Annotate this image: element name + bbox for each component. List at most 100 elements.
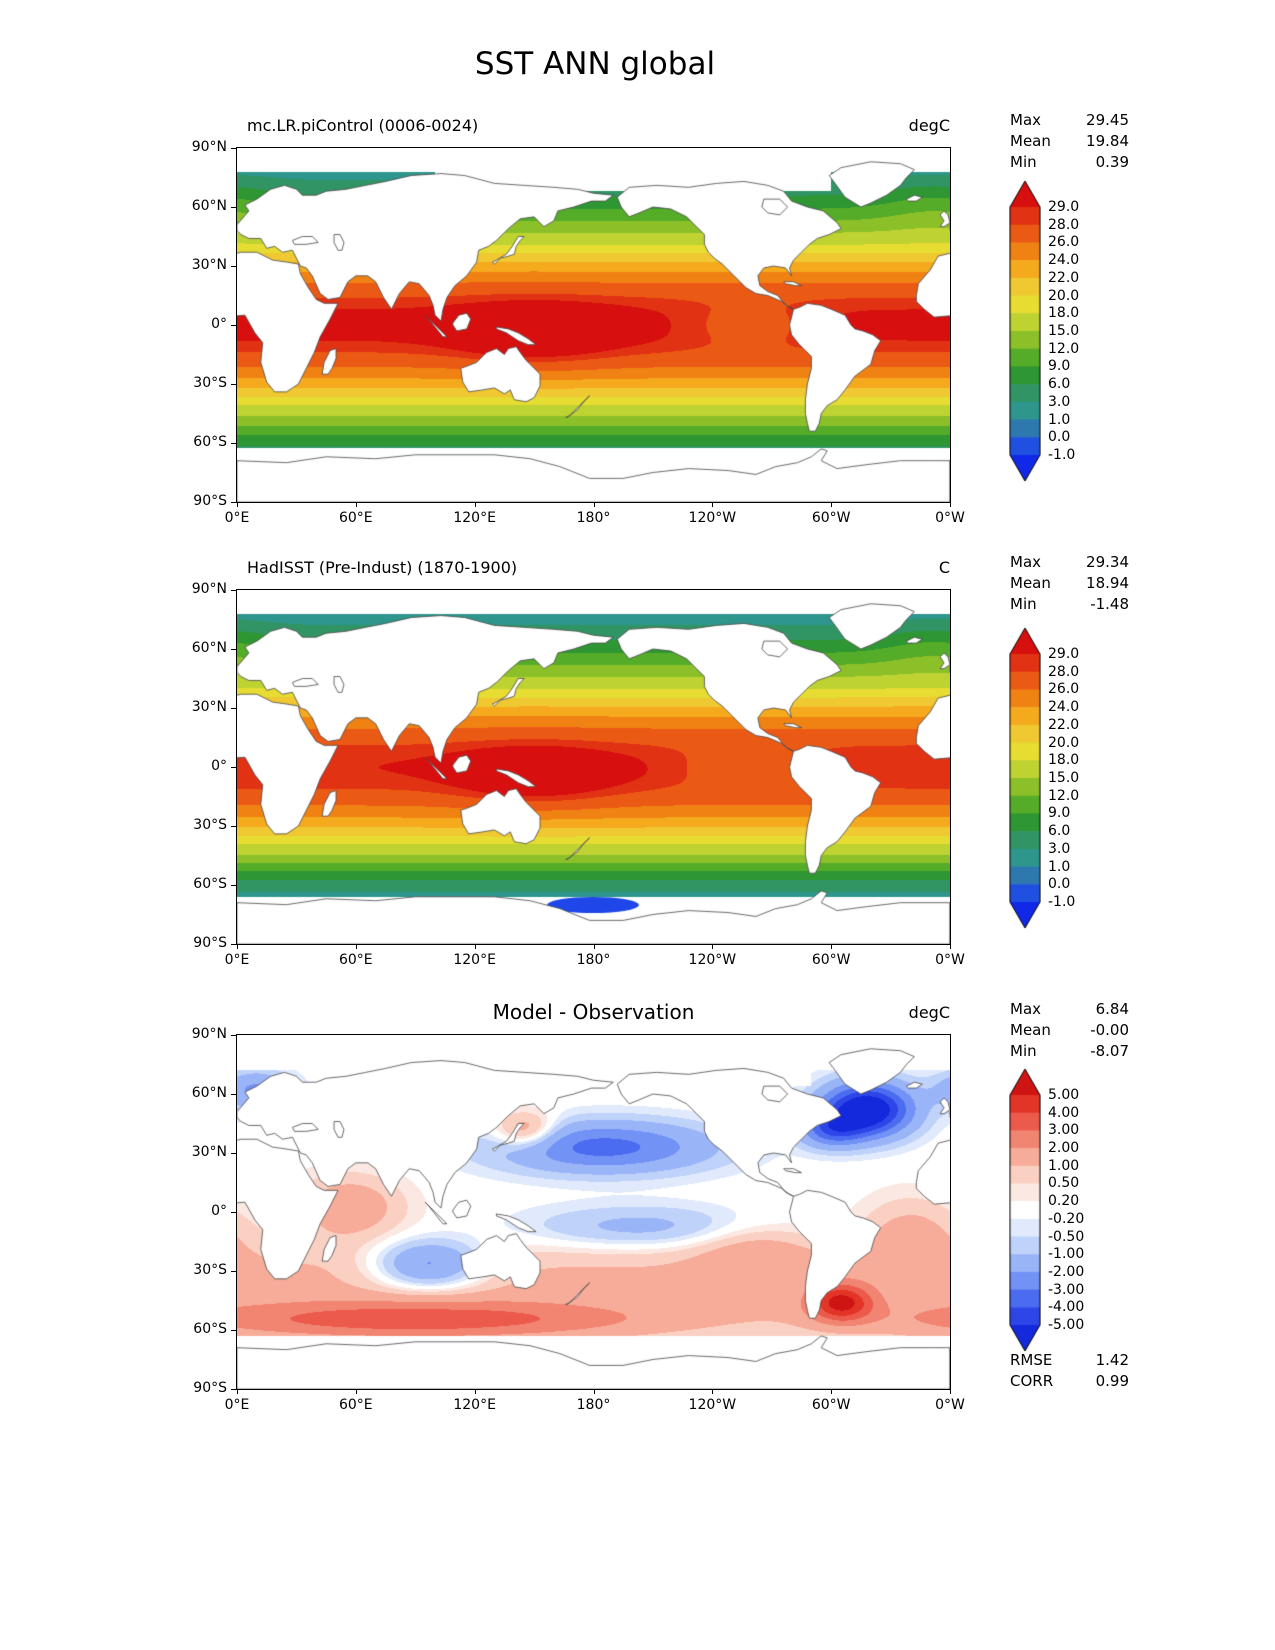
colorbar-tick-label: 15.0	[1048, 770, 1080, 786]
y-axis-tick	[231, 1330, 236, 1331]
x-tick-label: 60°W	[811, 952, 851, 968]
colorbar-tick-label: -1.00	[1048, 1246, 1085, 1263]
y-axis-tick	[231, 767, 236, 768]
y-axis-tick	[231, 649, 236, 650]
stat-value: 29.34	[1086, 553, 1129, 571]
colorbar-tick-label: 9.0	[1048, 805, 1071, 822]
x-axis-tick	[593, 945, 595, 949]
x-tick-label: 0°W	[935, 1397, 965, 1413]
colorbar-tick-label: 12.0	[1048, 787, 1080, 804]
x-tick-label: 120°W	[688, 952, 737, 968]
y-tick-label: 30°N	[191, 699, 227, 715]
colorbar-observation	[1009, 627, 1041, 929]
y-axis-tick	[231, 1389, 236, 1390]
y-axis-tick	[231, 443, 236, 444]
colorbar-tick-label: -0.50	[1048, 1228, 1085, 1245]
model-sst-map-canvas	[237, 148, 950, 502]
panel1-title: mc.LR.piControl (0006-0024)	[247, 116, 479, 135]
x-axis-tick	[474, 945, 476, 949]
x-tick-label: 120°E	[453, 952, 496, 968]
x-tick-label: 120°W	[688, 1397, 737, 1413]
colorbar-tick-label: -1.0	[1048, 894, 1076, 910]
stat-value: 1.42	[1095, 1351, 1129, 1369]
colorbar-tick-label: 24.0	[1048, 699, 1080, 716]
stat-value: 19.84	[1086, 132, 1129, 150]
colorbar-tick-label: 0.0	[1048, 429, 1071, 446]
colorbar-tick-label: 15.0	[1048, 323, 1080, 339]
y-axis-tick	[231, 708, 236, 709]
x-tick-label: 0°E	[224, 510, 250, 526]
x-tick-label: 120°W	[688, 510, 737, 526]
y-tick-label: 30°N	[191, 1144, 227, 1160]
y-axis-tick	[231, 826, 236, 827]
x-axis-tick	[831, 945, 833, 949]
colorbar-tick-label: 29.0	[1048, 646, 1080, 662]
stat-label: Min	[1010, 153, 1037, 171]
y-axis-tick	[231, 885, 236, 886]
panel3-stats: Max 6.84 Mean -0.00 Min -8.07	[1010, 999, 1129, 1062]
x-tick-label: 60°E	[338, 1397, 373, 1413]
stat-row: Mean 19.84	[1010, 131, 1129, 152]
stat-value: -0.00	[1090, 1021, 1129, 1039]
x-axis-tick	[950, 503, 951, 507]
x-tick-label: 120°E	[453, 510, 496, 526]
y-tick-label: 0°	[211, 316, 227, 332]
stat-row: RMSE 1.42	[1010, 1350, 1129, 1371]
colorbar-tick-label: 9.0	[1048, 358, 1071, 375]
colorbar-tick-label: 28.0	[1048, 663, 1080, 680]
stat-label: Mean	[1010, 574, 1051, 592]
stat-value: -1.48	[1090, 595, 1129, 613]
stat-row: Min 0.39	[1010, 152, 1129, 173]
panel1-stats: Max 29.45 Mean 19.84 Min 0.39	[1010, 110, 1129, 173]
panel2-units: C	[938, 558, 950, 577]
y-tick-label: 60°N	[191, 1085, 227, 1101]
colorbar-tick-label: 18.0	[1048, 305, 1080, 322]
x-tick-label: 0°W	[935, 952, 965, 968]
y-tick-label: 60°N	[191, 640, 227, 656]
stat-value: 29.45	[1086, 111, 1129, 129]
x-axis-tick	[593, 1390, 595, 1394]
stat-value: 0.39	[1095, 153, 1129, 171]
x-tick-label: 60°E	[338, 952, 373, 968]
y-tick-label: 30°S	[193, 375, 227, 391]
y-axis-tick	[231, 1094, 236, 1095]
stat-value: 0.99	[1095, 1372, 1129, 1390]
y-axis-tick	[231, 590, 236, 591]
y-tick-label: 90°S	[193, 493, 227, 509]
stat-row: Min -8.07	[1010, 1041, 1129, 1062]
x-tick-label: 60°W	[811, 510, 851, 526]
y-axis-tick	[231, 502, 236, 503]
x-axis-tick	[237, 503, 238, 507]
x-axis-tick	[355, 945, 357, 949]
y-axis-tick	[231, 207, 236, 208]
colorbar-tick-label: 22.0	[1048, 269, 1080, 286]
bias-map-canvas	[237, 1035, 950, 1389]
panel2-title: HadISST (Pre-Indust) (1870-1900)	[247, 558, 518, 577]
y-axis-tick	[231, 1153, 236, 1154]
x-tick-label: 0°E	[224, 1397, 250, 1413]
stat-label: Min	[1010, 595, 1037, 613]
stat-row: Max 29.34	[1010, 552, 1129, 573]
x-axis-tick	[474, 1390, 476, 1394]
x-tick-label: 180°	[576, 1397, 611, 1413]
x-axis-tick	[474, 503, 476, 507]
stat-label: Max	[1010, 1000, 1042, 1018]
stat-value: -8.07	[1090, 1042, 1129, 1060]
y-tick-label: 0°	[211, 1203, 227, 1219]
y-tick-label: 30°S	[193, 1262, 227, 1278]
colorbar-tick-label: 26.0	[1048, 234, 1080, 251]
colorbar-tick-label: 0.20	[1048, 1193, 1080, 1210]
x-tick-label: 180°	[576, 510, 611, 526]
x-axis-tick	[355, 1390, 357, 1394]
y-axis-tick	[231, 1271, 236, 1272]
panel3-title: Model - Observation	[492, 1000, 695, 1024]
colorbar-tick-label: -2.00	[1048, 1263, 1085, 1280]
y-tick-label: 90°N	[191, 1026, 227, 1042]
panel3-skill-scores: RMSE 1.42 CORR 0.99	[1010, 1350, 1129, 1392]
panel3-units: degC	[908, 1003, 950, 1022]
x-axis-tick	[237, 945, 238, 949]
colorbar-tick-label: 6.0	[1048, 376, 1071, 393]
x-axis-tick	[831, 1390, 833, 1394]
y-axis-tick	[231, 384, 236, 385]
